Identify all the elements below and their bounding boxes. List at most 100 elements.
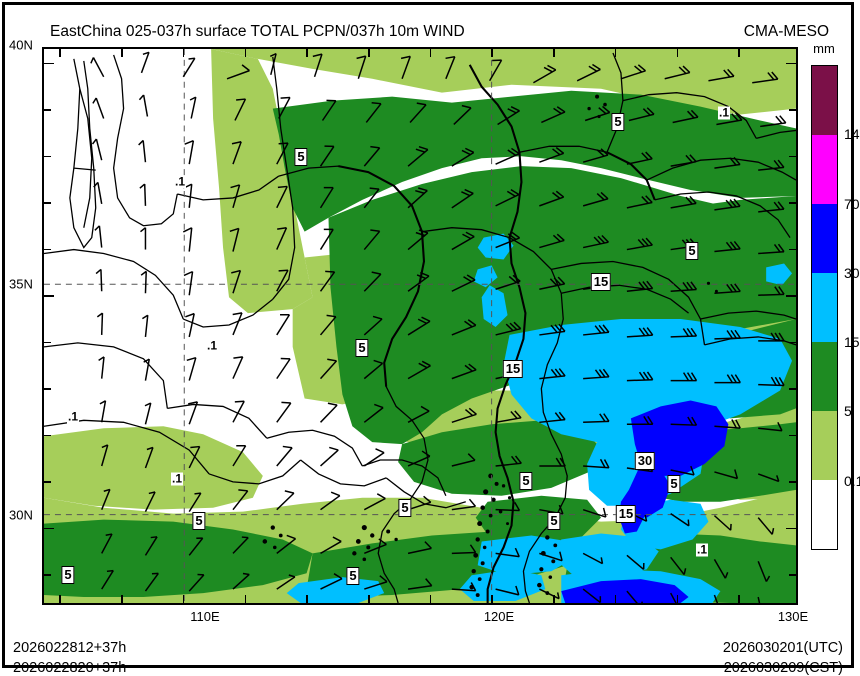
footer-init-time-cst: 2026022820+37h: [13, 660, 127, 676]
contour-label: .1: [66, 409, 80, 424]
contour-label: .1: [695, 542, 709, 557]
lon-tick: [738, 595, 740, 603]
lon-tick: [121, 49, 123, 57]
footer-valid-time-cst: 2026030209(CST): [723, 660, 843, 676]
contour-label: 15: [502, 360, 524, 378]
colorbar-tick-label: 15: [844, 334, 860, 351]
contour-label: .1: [205, 338, 219, 353]
lat-tick: [789, 434, 796, 437]
contour-label: 5: [346, 567, 360, 585]
colorbar-band: [812, 135, 837, 204]
lat-tick: [789, 109, 796, 111]
lat-tick-label: 30N: [9, 507, 33, 523]
lon-tick: [676, 595, 679, 603]
colorbar-tick-label: 70: [844, 195, 860, 212]
contour-label: 5: [61, 566, 75, 584]
lat-tick: [789, 574, 796, 576]
contour-label: 30: [634, 452, 656, 470]
lat-tick: [44, 388, 51, 390]
contour-label: .1: [717, 105, 731, 120]
map-clip: [44, 49, 796, 603]
colorbar-unit-label: mm: [813, 41, 835, 56]
lon-tick: [738, 49, 740, 57]
footer-init-time-utc: 2026022812+37h: [13, 640, 127, 656]
lat-tick: [789, 202, 796, 204]
lat-tick: [786, 295, 796, 297]
contour-label: 5: [519, 472, 533, 490]
lat-tick: [44, 527, 54, 530]
lat-tick: [44, 434, 51, 437]
lon-tick: [429, 49, 432, 57]
lon-tick: [676, 49, 679, 57]
lon-tick: [244, 595, 247, 603]
lon-tick: [182, 595, 185, 603]
lon-tick: [614, 595, 617, 603]
contour-label: 5: [667, 475, 681, 493]
colorbar-band: [812, 204, 837, 273]
contour-label: 15: [590, 273, 612, 291]
lon-tick: [121, 595, 123, 603]
lon-tick-label: 130E: [777, 609, 809, 624]
colorbar[interactable]: [811, 65, 838, 550]
colorbar-tick-label: 0.1: [844, 472, 860, 489]
lon-tick: [306, 595, 308, 603]
contour-label: .1: [170, 471, 184, 486]
lat-tick: [789, 388, 796, 390]
lon-tick: [614, 49, 617, 57]
lon-tick: [182, 49, 185, 57]
contour-label: 15: [615, 505, 637, 523]
lat-tick: [44, 155, 51, 158]
colorbar-tick-label: 30: [844, 264, 860, 281]
lon-tick-label: 110E: [190, 609, 220, 624]
map-plot-area[interactable]: [42, 47, 798, 605]
lat-tick: [44, 295, 54, 297]
lon-tick: [553, 595, 555, 603]
page-title: EastChina 025-037h surface TOTAL PCPN/03…: [50, 23, 465, 40]
graticule: [44, 49, 796, 603]
lon-tick: [368, 595, 370, 603]
lon-tick: [429, 595, 432, 603]
lat-tick: [44, 62, 54, 65]
lon-tick: [59, 595, 61, 603]
colorbar-band: [812, 273, 837, 342]
footer-valid-time-utc: 2026030201(UTC): [722, 640, 843, 656]
lat-tick: [44, 481, 51, 483]
lon-tick: [368, 49, 370, 57]
lon-tick: [553, 49, 555, 57]
colorbar-tick-label: 140: [844, 126, 860, 143]
contour-label: 5: [355, 339, 369, 357]
lat-tick: [789, 155, 796, 158]
contour-label: 5: [611, 113, 625, 131]
contour-label: .1: [173, 174, 187, 189]
lat-tick: [786, 527, 796, 530]
contour-label: 5: [685, 242, 699, 260]
contour-label: 5: [398, 499, 412, 517]
precipitation-map: [44, 49, 796, 603]
contour-label: 5: [294, 148, 308, 166]
colorbar-band: [812, 342, 837, 411]
lon-tick: [59, 49, 61, 57]
contour-label: 5: [547, 512, 561, 530]
colorbar-band: [812, 411, 837, 480]
lat-tick-label: 40N: [9, 37, 33, 53]
lat-tick: [789, 248, 796, 251]
model-label: CMA-MESO: [743, 23, 829, 40]
lat-tick-label: 35N: [9, 276, 33, 292]
contour-label: 5: [192, 512, 206, 530]
lat-tick: [44, 248, 51, 251]
lat-tick: [786, 62, 796, 65]
coastline: [338, 64, 656, 603]
lon-tick-label: 120E: [483, 609, 515, 624]
lon-tick: [306, 49, 308, 57]
lat-tick: [44, 202, 51, 204]
colorbar-band: [812, 66, 837, 135]
lat-tick: [789, 481, 796, 483]
lon-tick: [244, 49, 247, 57]
colorbar-tick-label: 5: [844, 403, 852, 420]
lat-tick: [44, 574, 51, 576]
colorbar-band: [812, 480, 837, 549]
lat-tick: [44, 341, 51, 344]
lon-tick: [491, 49, 493, 57]
lat-tick: [44, 109, 51, 111]
